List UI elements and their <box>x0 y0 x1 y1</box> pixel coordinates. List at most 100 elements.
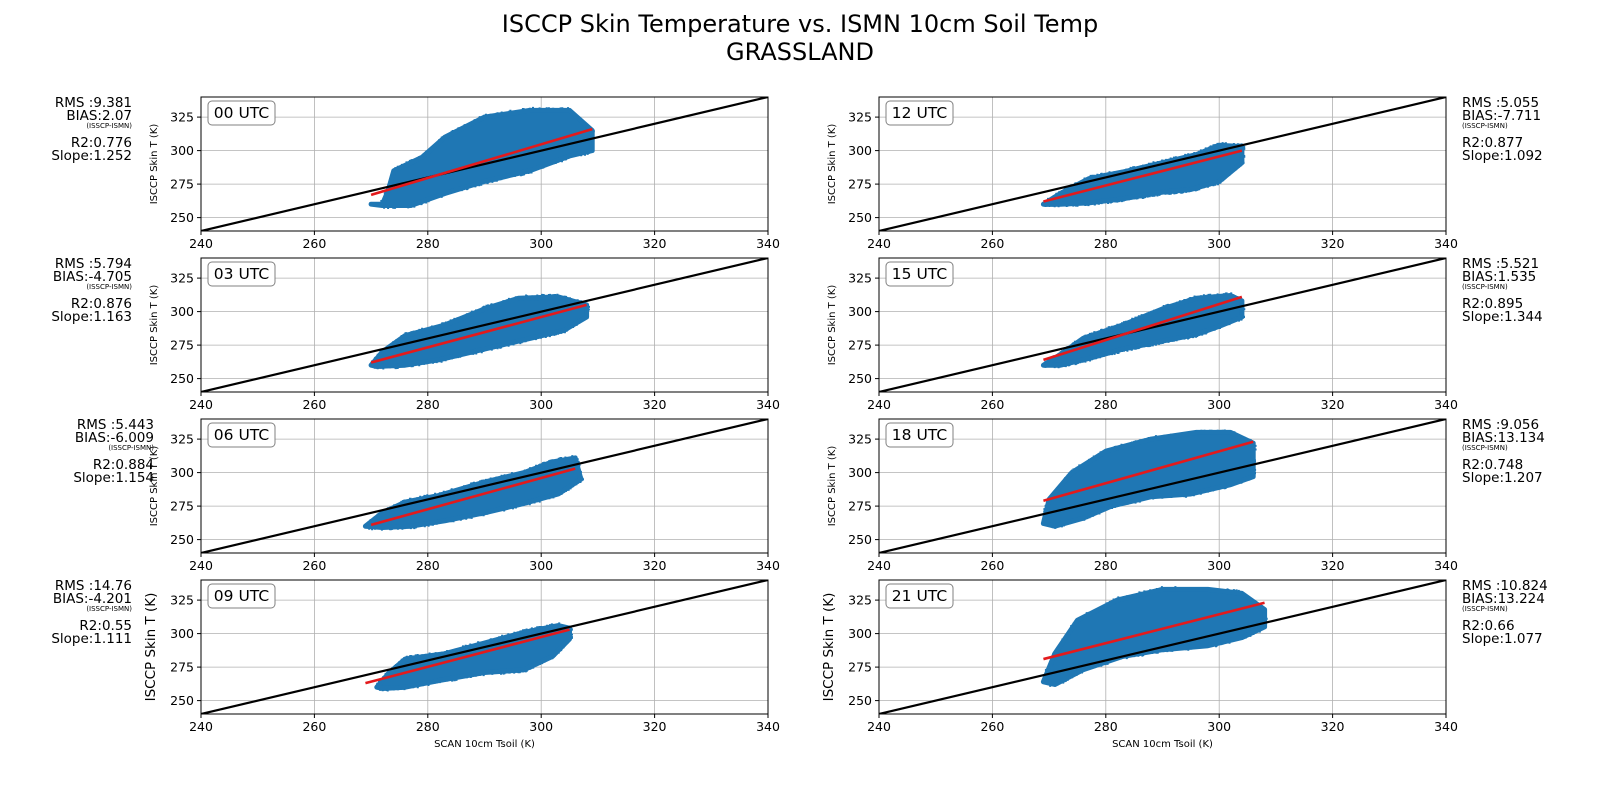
x-tick-label: 240 <box>189 558 213 573</box>
y-tick-label: 325 <box>170 271 194 286</box>
bias-value: BIAS:-4.201 <box>53 591 132 607</box>
regression-line <box>370 467 576 527</box>
x-tick-label: 280 <box>416 236 440 251</box>
y-tick-label: 250 <box>170 693 194 708</box>
bias-note: (ISSCP-ISMN) <box>86 605 132 613</box>
regression-line <box>1043 601 1265 661</box>
bias-note: (ISSCP-ISMN) <box>1462 444 1508 452</box>
panel-label-text: 00 UTC <box>214 104 269 122</box>
x-tick-label: 260 <box>980 719 1004 734</box>
x-tick-label: 340 <box>756 719 780 734</box>
panel-label-text: 09 UTC <box>214 587 269 605</box>
bias-value: BIAS:-4.705 <box>53 269 132 285</box>
y-axis-label: ISCCP Skin T (K) <box>821 593 837 702</box>
x-tick-label: 260 <box>302 236 326 251</box>
bias-value: BIAS:13.134 <box>1462 430 1545 446</box>
scatter-density <box>368 294 590 369</box>
one-to-one-line <box>201 258 768 392</box>
bias-value: BIAS:2.07 <box>66 108 132 124</box>
panel-label-text: 15 UTC <box>892 265 947 283</box>
panel-15-utc: 240 260 280 300 320 340 250 275 300 325 ISCCP Skin… <box>827 256 1543 412</box>
rms-value: RMS :10.824 <box>1462 578 1548 594</box>
r2-value: R2:0.877 <box>1462 135 1523 151</box>
y-tick-label: 300 <box>170 304 194 319</box>
bias-value: BIAS:13.224 <box>1462 591 1545 607</box>
one-to-one-line <box>201 580 768 714</box>
y-axis-label: ISCCP Skin T (K) <box>149 285 160 366</box>
scatter-density <box>374 623 572 691</box>
x-tick-label: 320 <box>1321 558 1345 573</box>
y-tick-label: 275 <box>170 177 194 192</box>
y-tick-label: 300 <box>848 304 872 319</box>
r2-value: R2:0.895 <box>1462 296 1523 312</box>
panel-label: 15 UTC <box>885 261 954 287</box>
rms-value: RMS :5.794 <box>55 256 132 272</box>
r2-value: R2:0.55 <box>79 618 132 634</box>
panel-label-box <box>885 422 954 448</box>
panel-label-box <box>885 583 954 609</box>
panel-06-utc: 240 260 280 300 320 340 250 275 300 325 ISCCP Skin… <box>73 417 780 573</box>
x-tick-label: 240 <box>867 236 891 251</box>
slope-value: Slope:1.344 <box>1462 309 1543 325</box>
slope-value: Slope:1.077 <box>1462 631 1543 647</box>
panel-label-box <box>207 583 276 609</box>
y-axis-label: ISCCP Skin T (K) <box>143 593 159 702</box>
regression-line <box>370 303 587 364</box>
y-tick-label: 325 <box>170 110 194 125</box>
scatter-density <box>368 107 595 208</box>
y-tick-label: 275 <box>848 177 872 192</box>
panel-label: 00 UTC <box>207 100 276 126</box>
panel-label: 06 UTC <box>207 422 276 448</box>
panel-03-utc: 240 260 280 300 320 340 250 275 300 325 ISCCP Skin… <box>51 256 780 412</box>
rms-value: RMS :9.381 <box>55 95 132 111</box>
panel-label-box <box>207 100 276 126</box>
one-to-one-line <box>879 258 1446 392</box>
x-tick-label: 340 <box>756 558 780 573</box>
x-tick-label: 340 <box>756 236 780 251</box>
one-to-one-line <box>879 97 1446 231</box>
slope-value: Slope:1.207 <box>1462 470 1543 486</box>
y-tick-label: 250 <box>848 210 872 225</box>
y-tick-label: 250 <box>170 371 194 386</box>
x-axis-label: SCAN 10cm Tsoil (K) <box>1112 739 1213 750</box>
scatter-density <box>1040 142 1245 207</box>
x-tick-label: 300 <box>1207 397 1231 412</box>
x-tick-label: 260 <box>302 558 326 573</box>
y-tick-label: 275 <box>170 338 194 353</box>
regression-line <box>365 628 570 685</box>
y-tick-label: 250 <box>848 532 872 547</box>
x-tick-label: 280 <box>416 558 440 573</box>
x-tick-label: 240 <box>867 397 891 412</box>
x-tick-label: 340 <box>1434 558 1458 573</box>
x-tick-label: 300 <box>1207 719 1231 734</box>
y-tick-label: 275 <box>170 499 194 514</box>
rms-value: RMS :14.76 <box>55 578 132 594</box>
axes-frame <box>878 579 1447 715</box>
axes-frame <box>200 418 769 554</box>
panel-label: 12 UTC <box>885 100 954 126</box>
y-tick-label: 275 <box>848 338 872 353</box>
x-tick-label: 240 <box>867 558 891 573</box>
regression-line <box>370 127 593 197</box>
regression-line <box>1043 149 1243 203</box>
one-to-one-line <box>879 419 1446 553</box>
panel-21-utc: 240 260 280 300 320 340 250 275 300 325 ISCCP Skin… <box>821 578 1548 750</box>
axes-frame <box>200 96 769 232</box>
r2-value: R2:0.884 <box>93 457 154 473</box>
figure-subtitle: GRASSLAND <box>726 38 874 66</box>
regression-line <box>1043 440 1254 502</box>
y-tick-label: 300 <box>848 626 872 641</box>
slope-value: Slope:1.252 <box>51 148 132 164</box>
panel-label-text: 18 UTC <box>892 426 947 444</box>
slope-value: Slope:1.163 <box>51 309 132 325</box>
axes-frame <box>878 96 1447 232</box>
x-tick-label: 260 <box>302 719 326 734</box>
x-tick-label: 340 <box>1434 397 1458 412</box>
